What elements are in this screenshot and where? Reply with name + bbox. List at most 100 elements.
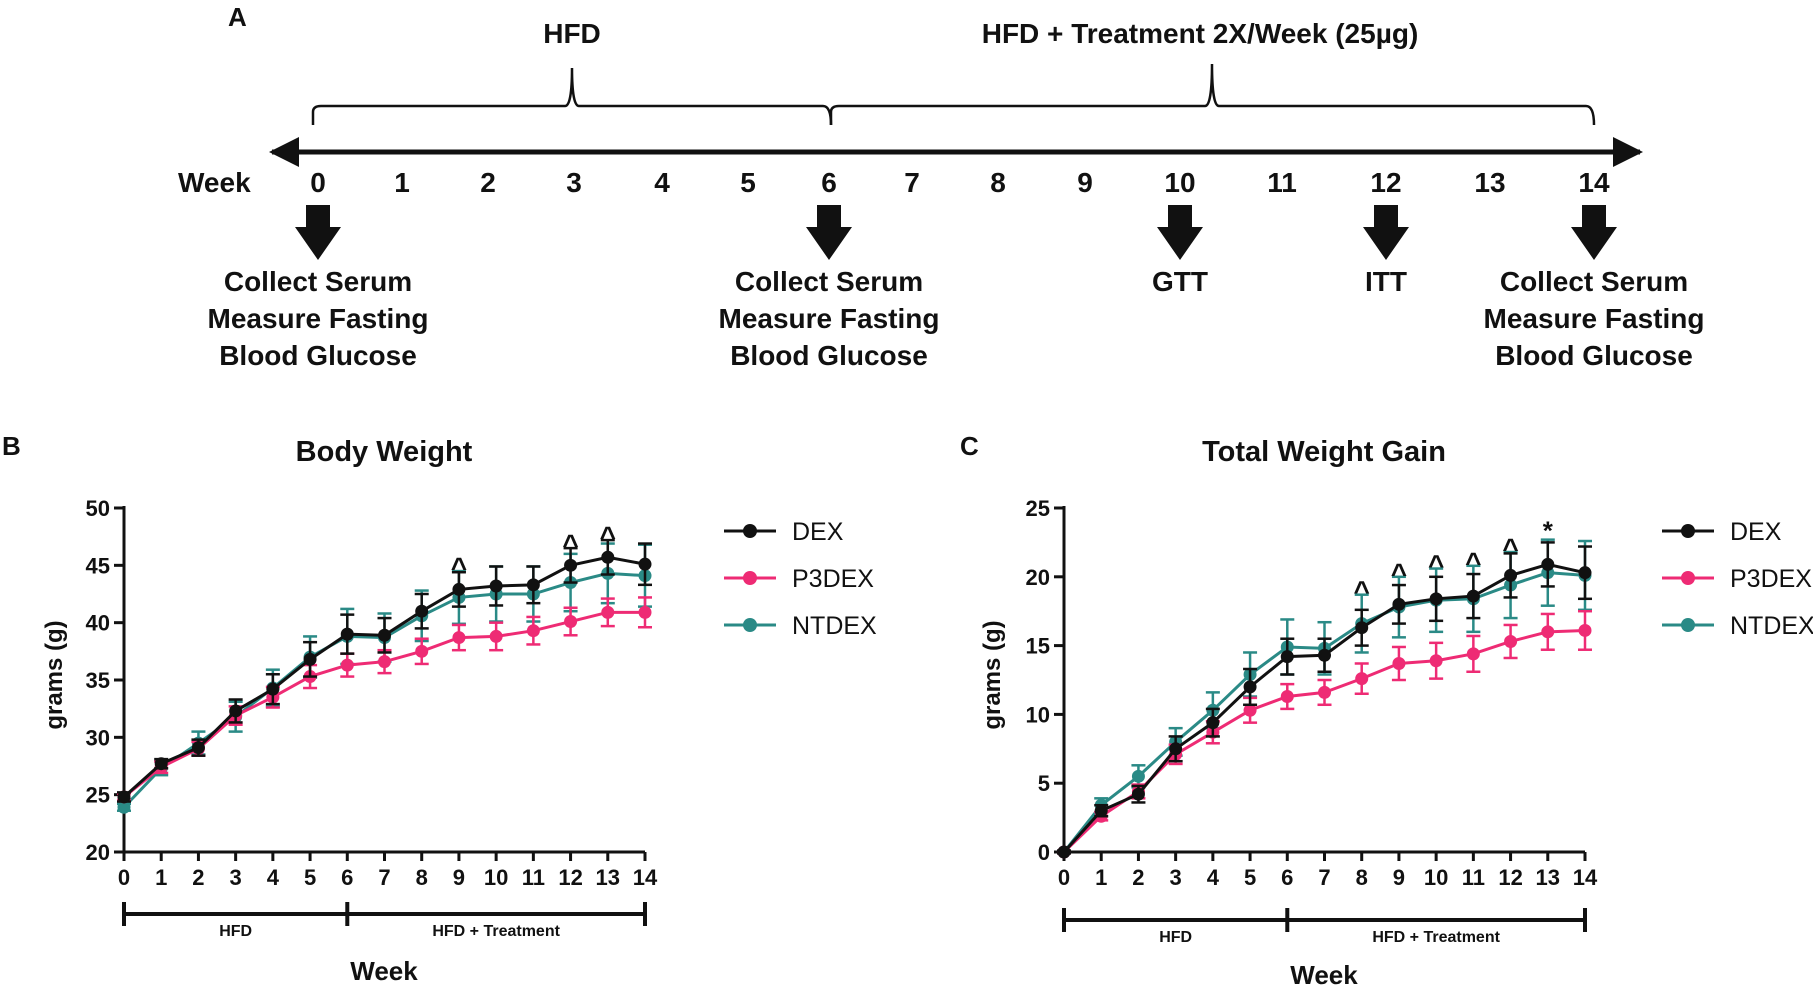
y-tick-label: 25 <box>86 783 110 808</box>
phase-treatment-label: HFD + Treatment 2X/Week (25µg) <box>982 18 1419 49</box>
x-tick-label: 12 <box>558 865 582 890</box>
data-point <box>1466 589 1480 603</box>
x-tick-label: 3 <box>1170 865 1182 890</box>
y-tick-label: 10 <box>1026 702 1050 727</box>
x-tick-label: 7 <box>1318 865 1330 890</box>
legend-label: NTDEX <box>1730 612 1813 640</box>
week-tick-10: 10 <box>1164 167 1195 198</box>
legend-marker <box>1681 571 1695 585</box>
x-tick-label: 12 <box>1498 865 1522 890</box>
event-text: Measure Fasting <box>1484 303 1705 334</box>
week-label: Week <box>178 167 251 198</box>
data-point <box>601 550 615 564</box>
hfd-brace <box>311 67 833 126</box>
x-tick-label: 1 <box>1095 865 1107 890</box>
legend-item-dex: DEX <box>724 518 844 546</box>
legend-item-ntdex: NTDEX <box>1662 612 1813 640</box>
data-point <box>1466 647 1480 661</box>
timeline-events: Collect Serum Measure Fasting Blood Glucos… <box>208 205 1705 371</box>
phase-label: HFD <box>219 923 252 940</box>
data-point <box>1504 634 1518 648</box>
chart-c-title: Total Weight Gain <box>1202 436 1446 468</box>
data-point <box>1318 648 1331 662</box>
significance-mark: * <box>1543 516 1554 546</box>
data-point <box>1541 625 1555 639</box>
data-point <box>489 629 503 643</box>
panel-a: A HFD HFD + Treatment 2X/Week (25µg) Wee… <box>178 2 1704 371</box>
legend-marker <box>1681 618 1695 632</box>
data-point <box>1318 685 1331 699</box>
data-point <box>1131 769 1145 783</box>
significance-mark: ^ <box>451 552 467 583</box>
x-tick-label: 11 <box>1462 865 1485 890</box>
x-tick-label: 1 <box>155 865 167 890</box>
data-point <box>452 582 466 596</box>
y-tick-label: 45 <box>86 553 110 578</box>
x-tick-label: 9 <box>453 865 465 890</box>
chart-b-ylabel: grams (g) <box>41 620 68 729</box>
legend-marker <box>743 571 757 585</box>
week-tick-3: 3 <box>566 167 582 198</box>
phase-label: HFD + Treatment <box>432 923 560 940</box>
data-point <box>452 631 466 645</box>
down-arrow-icon <box>1157 205 1203 260</box>
y-tick-label: 30 <box>86 725 110 750</box>
x-tick-label: 14 <box>1573 865 1598 890</box>
series-dex <box>117 538 652 804</box>
legend-label: DEX <box>792 518 844 546</box>
chart-c-xlabel: Week <box>1290 960 1358 985</box>
data-point <box>1206 716 1220 730</box>
legend-label: P3DEX <box>792 565 874 593</box>
series-line <box>123 555 646 799</box>
y-tick-label: 20 <box>1026 565 1050 590</box>
data-point <box>266 682 280 696</box>
legend-marker <box>743 524 757 538</box>
x-tick-label: 3 <box>230 865 242 890</box>
x-tick-label: 14 <box>633 865 658 890</box>
data-point <box>1243 680 1257 694</box>
data-point <box>1578 623 1592 637</box>
data-point <box>1243 703 1257 717</box>
data-point <box>1355 621 1369 635</box>
data-point <box>117 800 131 814</box>
y-tick-label: 15 <box>1026 634 1050 659</box>
x-tick-label: 5 <box>304 865 316 890</box>
data-point <box>1280 690 1294 704</box>
x-tick-label: 2 <box>192 865 204 890</box>
panel-b-label: B <box>2 431 21 461</box>
chart-c-ylabel: grams (g) <box>979 620 1006 729</box>
data-point <box>638 557 652 571</box>
x-tick-label: 9 <box>1393 865 1405 890</box>
series-dex <box>1057 541 1592 859</box>
legend-marker <box>1681 524 1695 538</box>
data-point <box>191 741 205 755</box>
panel-a-label: A <box>228 2 247 32</box>
significance-mark: ^ <box>1502 533 1518 564</box>
timeline-event-week-0: Collect Serum Measure Fasting Blood Glucos… <box>208 205 429 371</box>
data-point <box>564 558 578 572</box>
data-point <box>340 627 354 641</box>
legend-label: NTDEX <box>792 612 877 640</box>
legend-marker <box>743 618 757 632</box>
x-tick-label: 5 <box>1244 865 1256 890</box>
down-arrow-icon <box>1363 205 1409 260</box>
panel-c-label: C <box>960 431 979 461</box>
x-tick-label: 6 <box>341 865 353 890</box>
timeline-event-week-10: GTT <box>1152 205 1208 297</box>
week-tick-1: 1 <box>394 167 410 198</box>
x-tick-label: 11 <box>522 865 545 890</box>
week-tick-9: 9 <box>1077 167 1093 198</box>
data-point <box>1094 804 1108 818</box>
data-point <box>1429 654 1443 668</box>
data-point <box>303 652 317 666</box>
x-tick-label: 7 <box>378 865 390 890</box>
chart-b-title: Body Weight <box>296 436 473 468</box>
treatment-brace <box>829 63 1596 126</box>
event-text: Measure Fasting <box>208 303 429 334</box>
x-tick-label: 8 <box>416 865 428 890</box>
week-tick-14: 14 <box>1578 167 1610 198</box>
y-tick-label: 40 <box>86 611 110 636</box>
y-tick-label: 35 <box>86 668 110 693</box>
event-text: Blood Glucose <box>730 340 928 371</box>
